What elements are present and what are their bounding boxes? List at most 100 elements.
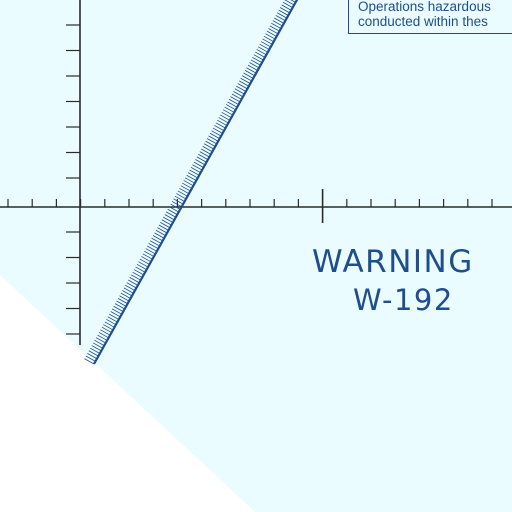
hatch-mark <box>227 101 238 108</box>
hatch-mark <box>114 303 125 310</box>
hatch-mark <box>144 250 155 257</box>
hatch-mark <box>203 143 214 150</box>
hatch-mark <box>236 85 247 92</box>
hatch-mark <box>250 59 261 66</box>
hatch-mark <box>255 51 266 58</box>
hatch-mark <box>243 72 254 79</box>
hatch-mark <box>224 106 235 113</box>
hatch-mark <box>218 117 229 124</box>
hatch-mark <box>88 350 99 357</box>
boundary-fade <box>60 372 170 470</box>
hatch-mark <box>230 96 241 103</box>
hatch-mark <box>278 9 289 16</box>
hatch-mark <box>176 193 187 200</box>
hatch-mark <box>189 169 200 176</box>
hatch-mark <box>91 345 102 352</box>
hatch-mark <box>253 54 264 61</box>
hatch-mark <box>135 266 146 273</box>
hatch-mark <box>269 25 280 32</box>
hazard-note-line-2: conducted within thes <box>358 14 488 29</box>
hatch-mark <box>180 185 191 192</box>
hatch-mark <box>272 20 283 27</box>
hatch-mark <box>145 248 156 255</box>
hatch-mark <box>90 347 101 354</box>
hatch-mark <box>98 332 109 339</box>
hatch-mark <box>209 132 220 139</box>
hatch-mark <box>128 279 139 286</box>
hatch-mark <box>85 355 96 362</box>
hatch-mark <box>154 232 165 239</box>
hatch-mark <box>158 224 169 231</box>
hatch-mark <box>123 287 134 294</box>
hatch-mark <box>201 148 212 155</box>
hatch-mark <box>136 263 147 271</box>
warning-area-boundary <box>84 0 299 365</box>
hatch-mark <box>111 308 122 315</box>
hatch-mark <box>161 219 172 226</box>
hatch-mark <box>157 227 168 234</box>
hatch-mark <box>182 182 193 189</box>
hazard-note-box: Operations hazardous conducted within th… <box>348 0 512 34</box>
hatch-mark <box>225 104 236 111</box>
hatch-mark <box>84 358 95 365</box>
hatch-mark <box>274 17 285 24</box>
hatch-mark <box>173 198 184 205</box>
boundary-line <box>93 0 299 365</box>
hatch-mark <box>233 91 244 98</box>
hatch-mark <box>221 111 232 119</box>
hatch-mark <box>195 159 206 166</box>
hatch-mark <box>148 242 159 250</box>
hatch-mark <box>187 172 198 179</box>
hatch-mark <box>284 0 295 6</box>
hatch-mark <box>130 274 141 281</box>
hatch-mark <box>100 329 111 336</box>
hatch-mark <box>263 35 274 43</box>
hatch-mark <box>141 256 152 263</box>
hatch-mark <box>126 282 137 289</box>
hatch-mark <box>109 313 120 320</box>
hazard-note-line-1: Operations hazardous <box>358 0 491 14</box>
hatch-mark <box>190 167 201 174</box>
hatch-mark <box>206 138 217 145</box>
hatch-mark <box>106 318 117 326</box>
warning-area-label: WARNING W-192 <box>312 243 512 319</box>
hatch-mark <box>142 253 153 260</box>
hatch-mark <box>160 222 171 229</box>
hatch-mark <box>231 93 242 100</box>
hatch-mark <box>177 190 188 197</box>
hatch-mark <box>138 261 149 268</box>
hatch-mark <box>151 237 162 244</box>
hatch-mark <box>132 271 143 278</box>
hatch-mark <box>174 195 185 202</box>
hatch-mark <box>208 135 219 142</box>
hatch-mark <box>125 284 136 291</box>
hatch-mark <box>164 214 175 221</box>
hatch-mark <box>260 41 271 48</box>
hatch-mark <box>202 146 213 153</box>
lat-long-grid <box>0 0 512 345</box>
hatch-mark <box>103 324 114 331</box>
hatch-mark <box>282 1 293 8</box>
hatch-mark <box>290 0 296 3</box>
hatch-mark <box>116 300 127 307</box>
hatch-mark <box>279 7 290 14</box>
hatch-mark <box>258 46 269 53</box>
hatch-mark <box>107 316 118 323</box>
hatch-mark <box>275 15 286 22</box>
hatch-mark <box>183 180 194 187</box>
hatch-mark <box>147 245 157 252</box>
hatch-mark <box>186 174 197 181</box>
hatch-mark <box>163 216 174 223</box>
hatch-mark <box>155 229 166 236</box>
hatch-mark <box>266 30 277 37</box>
hatch-mark <box>198 153 209 160</box>
area-designator-label: W-192 <box>353 283 454 317</box>
hatch-mark <box>244 70 255 77</box>
hatch-mark <box>122 290 133 297</box>
hatch-mark <box>256 49 267 56</box>
hatch-mark <box>97 334 108 341</box>
hatch-mark <box>165 211 176 218</box>
hatch-mark <box>234 88 245 95</box>
